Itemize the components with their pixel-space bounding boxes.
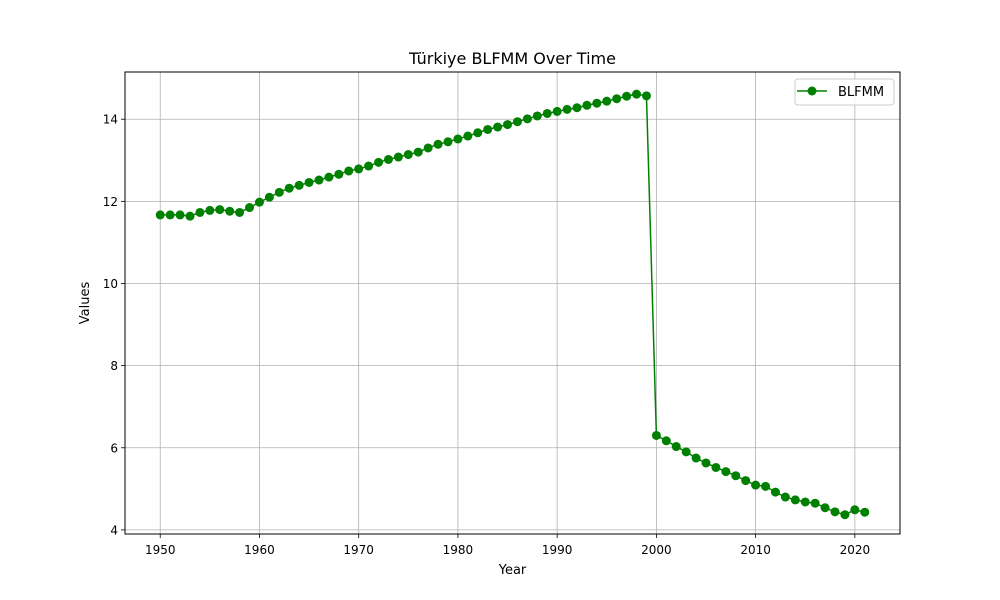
x-tick-label: 2010	[740, 543, 771, 557]
data-point	[661, 436, 671, 446]
data-point	[334, 169, 344, 179]
grid	[125, 72, 900, 534]
data-point	[354, 164, 364, 174]
legend-marker-swatch	[807, 86, 817, 96]
y-tick-label: 12	[103, 195, 118, 209]
data-point	[383, 154, 393, 164]
data-point	[641, 91, 651, 101]
data-point	[264, 192, 274, 202]
data-point	[403, 150, 413, 160]
data-point	[572, 103, 582, 113]
data-point	[542, 108, 552, 118]
y-tick-label: 4	[110, 523, 118, 537]
data-point	[701, 458, 711, 468]
series-layer	[155, 89, 870, 520]
data-point	[691, 453, 701, 463]
data-point	[552, 106, 562, 116]
y-tick-label: 8	[110, 359, 118, 373]
data-point	[582, 100, 592, 110]
data-point	[741, 476, 751, 486]
data-point	[205, 205, 215, 215]
data-point	[185, 211, 195, 221]
data-point	[512, 117, 522, 127]
data-point	[245, 203, 255, 213]
data-point	[790, 495, 800, 505]
data-point	[860, 507, 870, 517]
legend: BLFMM	[794, 78, 895, 106]
data-point	[731, 471, 741, 481]
data-point	[483, 124, 493, 134]
data-point	[215, 205, 225, 215]
y-tick-label: 6	[110, 441, 118, 455]
ticks: 1950 1960 1970 1980 1990 2000 2010 2020 4 6 8 10 12 1…	[103, 113, 870, 557]
data-point	[274, 187, 284, 197]
data-point	[651, 430, 661, 440]
data-point	[195, 207, 205, 217]
data-point	[562, 104, 572, 114]
x-tick-label: 2000	[641, 543, 672, 557]
data-point	[175, 210, 185, 220]
data-point	[612, 94, 622, 104]
x-tick-label: 1990	[542, 543, 573, 557]
data-point	[453, 134, 463, 144]
data-point	[235, 207, 245, 217]
data-point	[711, 462, 721, 472]
x-tick-label: 1980	[443, 543, 474, 557]
data-point	[503, 120, 513, 130]
data-point	[284, 183, 294, 193]
data-point	[751, 480, 761, 490]
data-point	[592, 98, 602, 108]
data-point	[304, 177, 314, 187]
data-point	[314, 175, 324, 185]
data-point	[165, 210, 175, 220]
data-point	[800, 497, 810, 507]
data-point	[254, 197, 264, 207]
data-point	[473, 128, 483, 138]
data-point	[493, 122, 503, 132]
data-point	[522, 114, 532, 124]
y-axis-label: Values	[78, 282, 93, 325]
data-point	[622, 91, 632, 101]
data-point	[344, 166, 354, 176]
data-point	[721, 467, 731, 477]
data-point	[820, 503, 830, 513]
data-point	[780, 492, 790, 502]
data-point	[761, 481, 771, 491]
data-point	[830, 507, 840, 517]
x-tick-label: 1960	[244, 543, 275, 557]
data-point	[364, 161, 374, 171]
data-point	[602, 96, 612, 106]
data-point	[632, 89, 642, 99]
data-point	[840, 510, 850, 520]
plot-frame	[124, 71, 901, 535]
legend-label-blfmm: BLFMM	[838, 85, 884, 100]
data-point	[324, 172, 334, 182]
data-point	[294, 180, 304, 190]
data-point	[671, 442, 681, 452]
y-tick-label: 14	[103, 113, 118, 127]
data-point	[463, 131, 473, 141]
chart-title: Türkiye BLFMM Over Time	[408, 49, 616, 68]
x-tick-label: 1970	[343, 543, 374, 557]
data-point	[681, 447, 691, 457]
data-point	[423, 143, 433, 153]
data-point	[393, 152, 403, 162]
data-point	[225, 206, 235, 216]
data-point	[810, 498, 820, 508]
legend-box	[794, 78, 895, 106]
data-point	[770, 487, 780, 497]
x-tick-label: 2020	[840, 543, 871, 557]
y-tick-label: 10	[103, 277, 118, 291]
x-tick-label: 1950	[145, 543, 176, 557]
data-point	[155, 210, 165, 220]
data-point	[532, 111, 542, 121]
data-point	[443, 137, 453, 147]
data-point	[374, 157, 384, 167]
data-point	[413, 147, 423, 157]
data-point	[850, 505, 860, 515]
data-point	[433, 139, 443, 149]
x-axis-label: Year	[498, 563, 527, 578]
